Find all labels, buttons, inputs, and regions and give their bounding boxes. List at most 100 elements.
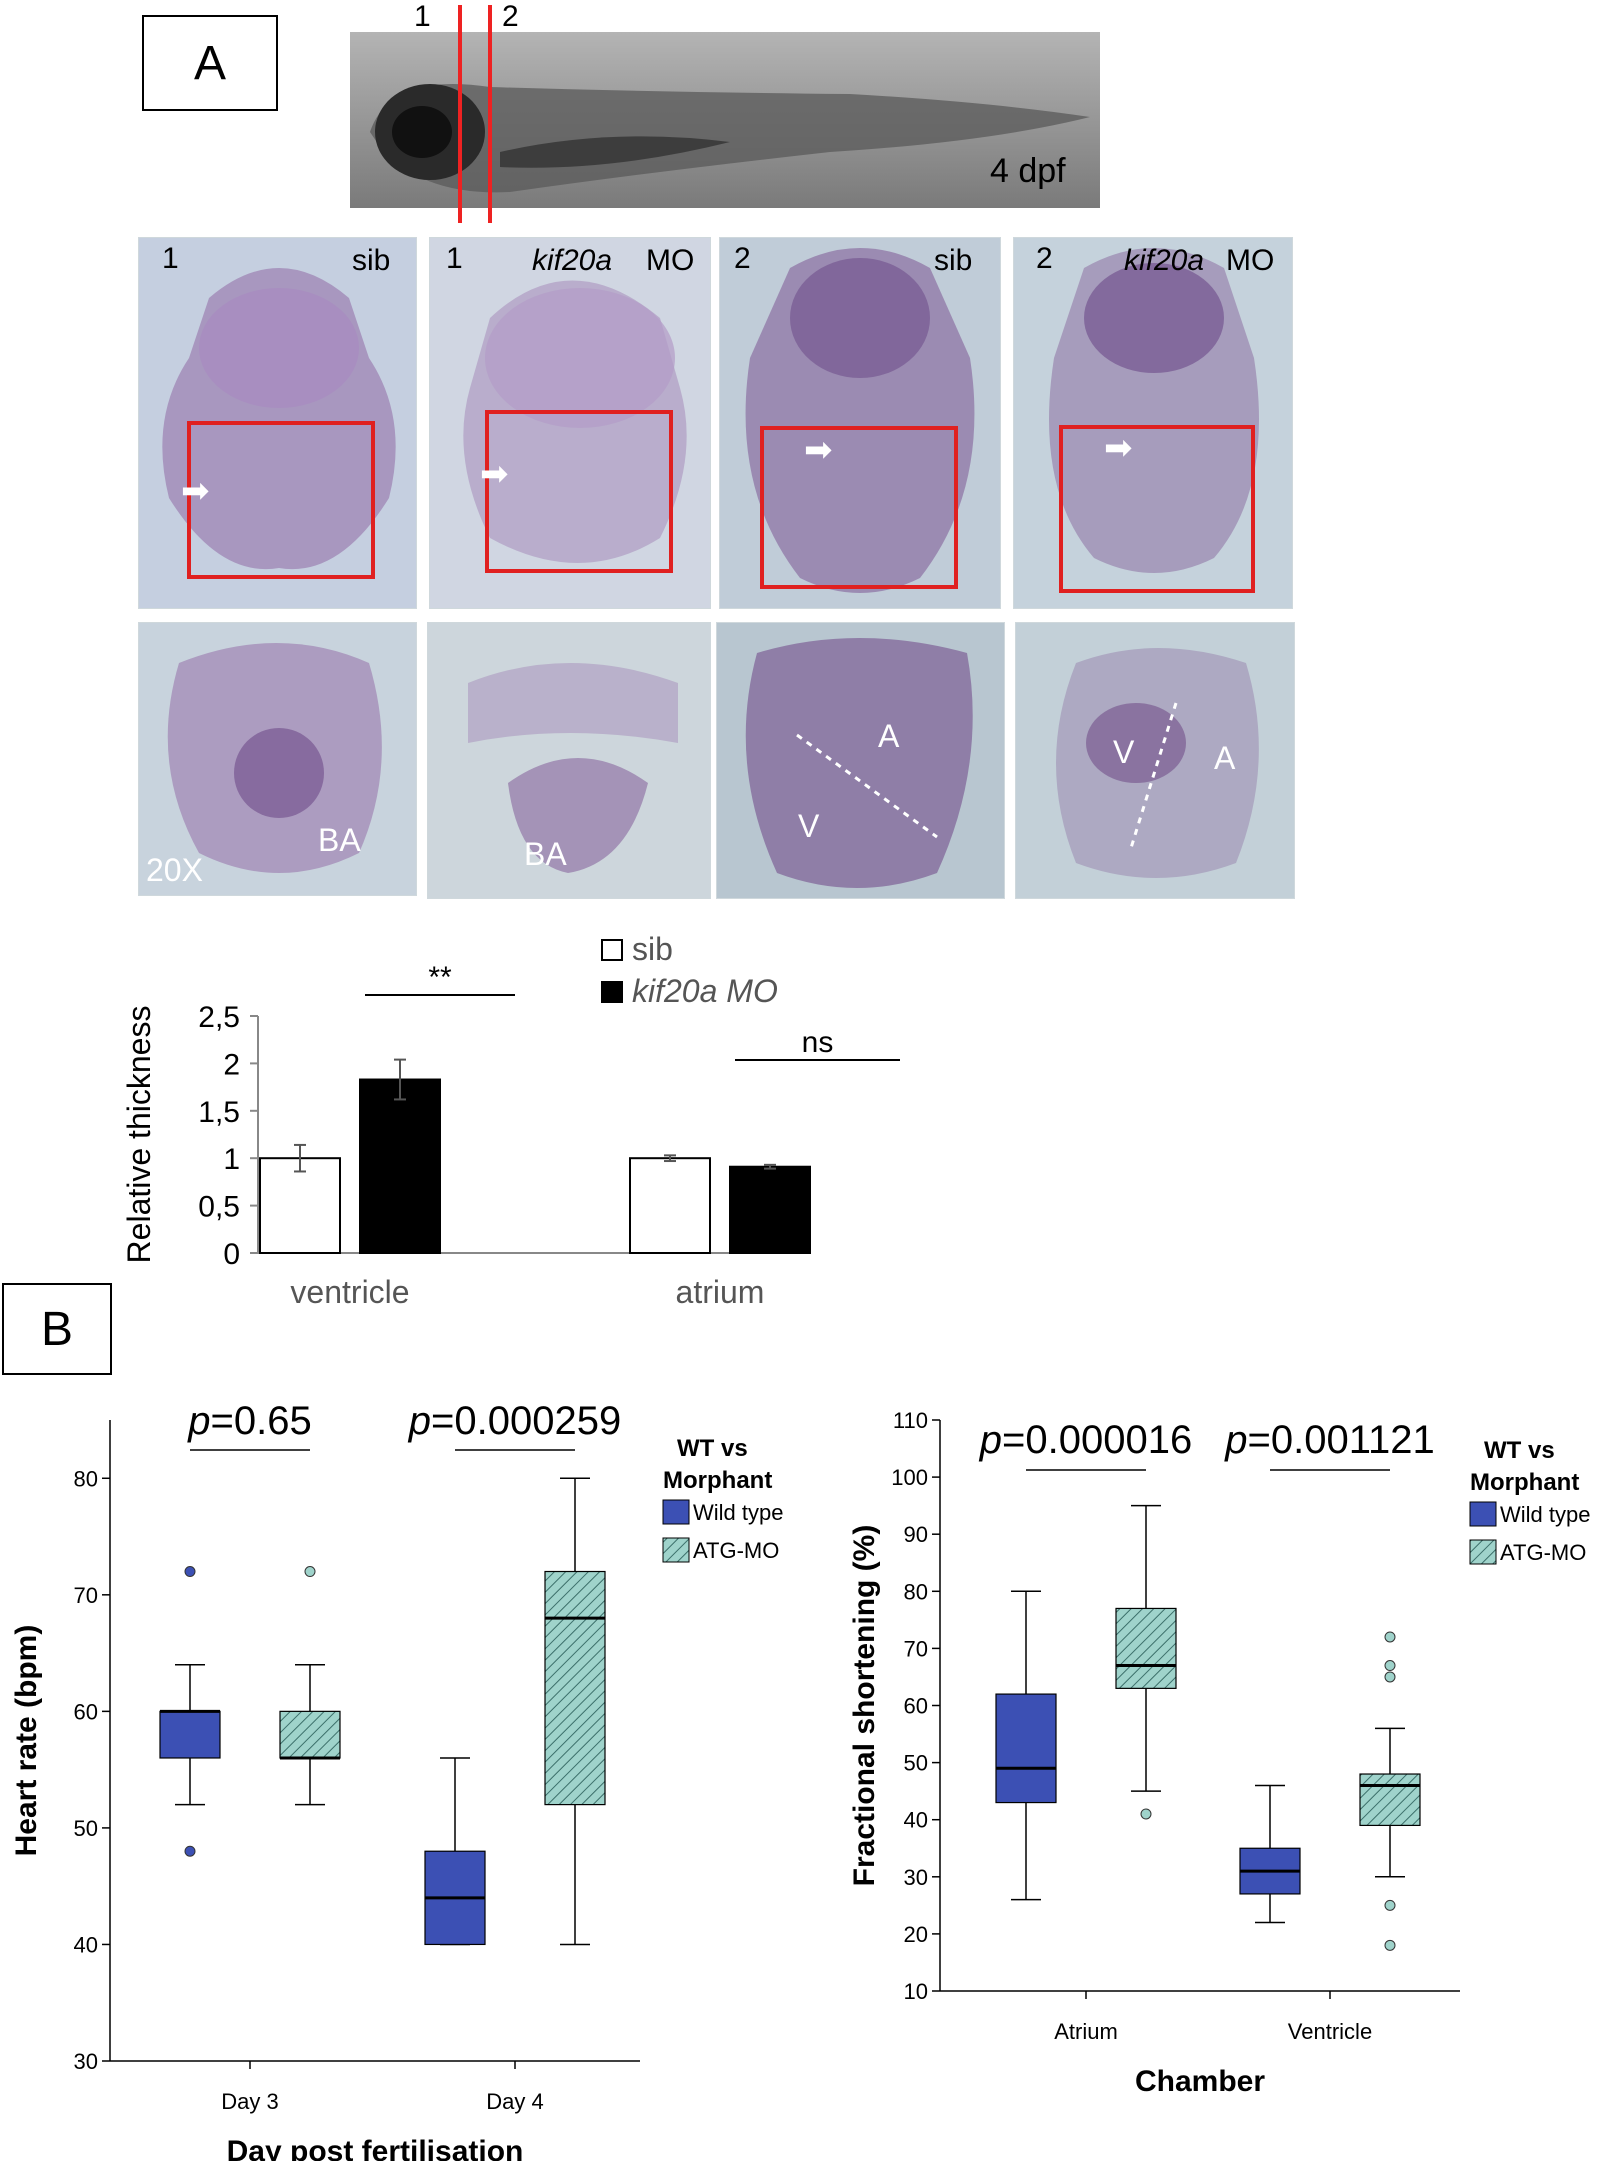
zoom-image-1-mo bbox=[427, 622, 711, 899]
legend-title: Morphant bbox=[1470, 1469, 1579, 1496]
y-tick-label: 2 bbox=[223, 1048, 240, 1081]
section-gene: kif20a bbox=[1124, 244, 1205, 277]
y-tick-label: 1,5 bbox=[198, 1096, 240, 1129]
box bbox=[279, 1710, 341, 1759]
outlier-point bbox=[1384, 1939, 1396, 1951]
section-num: 1 bbox=[162, 242, 179, 275]
zoom-label: V bbox=[1113, 734, 1135, 770]
box bbox=[1359, 1773, 1421, 1827]
outlier-point bbox=[1384, 1899, 1396, 1911]
legend-swatch bbox=[1469, 1539, 1497, 1565]
y-tick-label: 0,5 bbox=[198, 1191, 240, 1224]
y-tick-label: 1 bbox=[223, 1143, 240, 1176]
arrow-icon: ➡ bbox=[480, 455, 509, 493]
zoom-label: A bbox=[878, 718, 900, 754]
outlier-point bbox=[1140, 1808, 1152, 1820]
pvalue-label: p=0.001121 bbox=[1224, 1418, 1434, 1462]
legend-label: sib bbox=[632, 931, 673, 967]
y-tick-label: 50 bbox=[904, 1751, 928, 1776]
fractional-shortening-box-chart: 10 20 30 40 50 60 70 80 90 100 110 Fractional short… bbox=[848, 1408, 1590, 2098]
legend-swatch bbox=[601, 981, 623, 1003]
arrow-icon: ➡ bbox=[181, 472, 210, 510]
outlier-point bbox=[304, 1566, 316, 1578]
outlier-point bbox=[1384, 1631, 1396, 1643]
legend-label: ATG-MO bbox=[693, 1538, 779, 1563]
section-num: 1 bbox=[446, 242, 463, 275]
bar bbox=[629, 1157, 711, 1254]
section-suffix: MO bbox=[1226, 244, 1275, 277]
box-highlight bbox=[187, 421, 375, 579]
box bbox=[544, 1570, 606, 1806]
bar bbox=[729, 1165, 811, 1254]
section-mark-2: 2 bbox=[502, 0, 519, 33]
x-tick-label: atrium bbox=[676, 1274, 765, 1310]
y-tick-label: 80 bbox=[74, 1466, 98, 1491]
x-tick-label: Day 4 bbox=[486, 2089, 543, 2114]
zoom-label: A bbox=[1214, 740, 1236, 776]
y-tick-label: 90 bbox=[904, 1522, 928, 1547]
box bbox=[995, 1693, 1057, 1804]
stage-label: 4 dpf bbox=[990, 152, 1066, 190]
section-condition: sib bbox=[352, 244, 391, 277]
legend-title: Morphant bbox=[663, 1467, 772, 1494]
legend-label: Wild type bbox=[693, 1500, 783, 1525]
section-gene: kif20a bbox=[532, 244, 613, 277]
outlier-point bbox=[184, 1845, 196, 1857]
box-highlight bbox=[485, 410, 673, 573]
y-tick-label: 10 bbox=[904, 1979, 928, 2004]
section-suffix: MO bbox=[646, 244, 695, 277]
y-tick-label: 50 bbox=[74, 1816, 98, 1841]
x-tick-label: ventricle bbox=[290, 1274, 409, 1310]
zoom-image-2-sib bbox=[716, 622, 1005, 899]
bar bbox=[359, 1078, 441, 1254]
y-axis-label: Relative thickness bbox=[121, 1006, 157, 1264]
magnification-label: 20X bbox=[146, 852, 203, 888]
outlier-point bbox=[1384, 1660, 1396, 1672]
section-image-1-mo: ➡ bbox=[429, 237, 711, 609]
section-line-1 bbox=[458, 5, 462, 223]
legend-label: kif20a MO bbox=[632, 973, 778, 1009]
zoom-image-2-mo bbox=[1015, 622, 1295, 899]
legend-title: WT vs bbox=[1484, 1437, 1555, 1464]
x-tick-label: Atrium bbox=[1054, 2019, 1118, 2044]
box bbox=[159, 1710, 221, 1759]
x-tick-label: Day 3 bbox=[221, 2089, 278, 2114]
pvalue-label: p=0.000259 bbox=[408, 1399, 621, 1443]
y-tick-label: 60 bbox=[904, 1694, 928, 1719]
section-condition: sib bbox=[934, 244, 973, 277]
zoom-label: V bbox=[798, 808, 820, 844]
outlier-point bbox=[1384, 1671, 1396, 1683]
y-tick-label: 70 bbox=[74, 1583, 98, 1608]
arrow-icon: ➡ bbox=[804, 431, 833, 469]
y-tick-label: 0 bbox=[223, 1238, 240, 1271]
x-axis-label: Chamber bbox=[1135, 2065, 1265, 2098]
panel-a-label: A bbox=[142, 15, 278, 111]
panel-b-label: B bbox=[2, 1283, 112, 1375]
section-image-2-sib: ➡ bbox=[719, 237, 1001, 609]
box-highlight bbox=[1059, 425, 1255, 593]
section-num: 2 bbox=[734, 242, 751, 275]
significance-label: ** bbox=[428, 961, 452, 994]
legend-swatch bbox=[601, 939, 623, 961]
y-tick-label: 110 bbox=[893, 1408, 928, 1433]
section-mark-1: 1 bbox=[414, 0, 431, 33]
legend-title: WT vs bbox=[677, 1435, 748, 1462]
legend-label: ATG-MO bbox=[1500, 1540, 1586, 1565]
y-tick-label: 100 bbox=[891, 1465, 928, 1490]
y-tick-label: 60 bbox=[74, 1699, 98, 1724]
zoom-label: BA bbox=[318, 822, 361, 858]
y-tick-label: 20 bbox=[904, 1922, 928, 1947]
legend-label: Wild type bbox=[1500, 1502, 1590, 1527]
zoom-label: BA bbox=[524, 836, 567, 872]
section-image-2-mo: ➡ bbox=[1013, 237, 1293, 609]
outlier-point bbox=[184, 1566, 196, 1578]
pvalue-label: p=0.000016 bbox=[979, 1418, 1192, 1462]
y-tick-label: 30 bbox=[74, 2049, 98, 2074]
y-tick-label: 30 bbox=[904, 1865, 928, 1890]
section-line-2 bbox=[488, 5, 492, 223]
y-tick-label: 40 bbox=[74, 1932, 98, 1957]
pvalue-label: p=0.65 bbox=[187, 1399, 311, 1443]
x-axis-label: Day post fertilisation bbox=[227, 2135, 524, 2161]
y-tick-label: 40 bbox=[904, 1808, 928, 1833]
bar bbox=[259, 1157, 341, 1254]
